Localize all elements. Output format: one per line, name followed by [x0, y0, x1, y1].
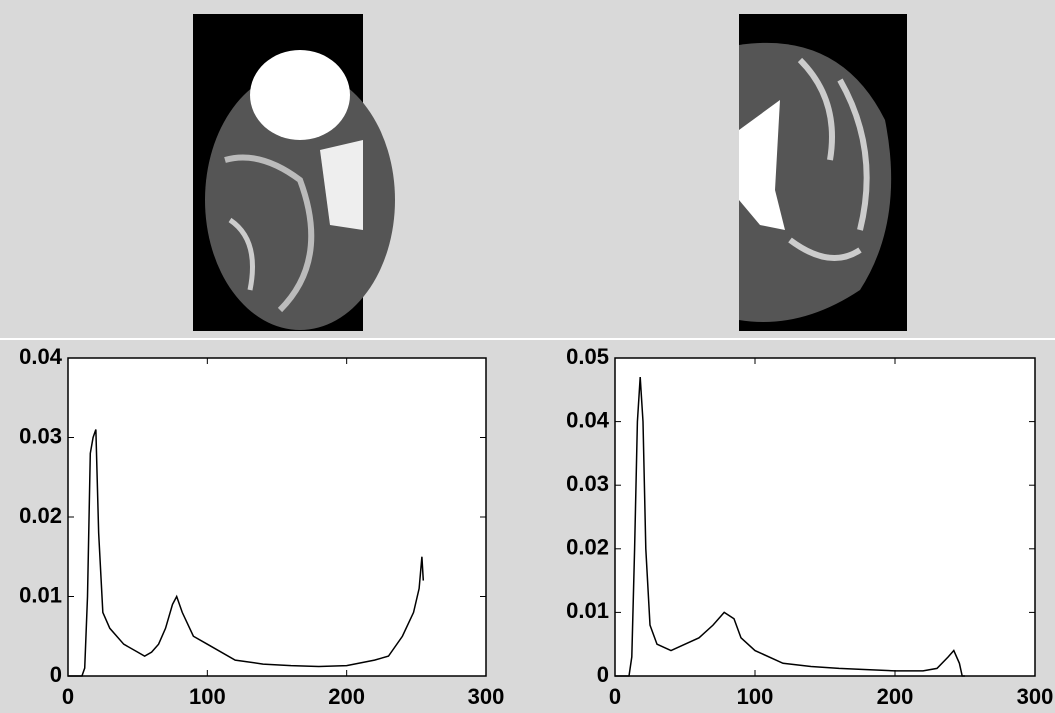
x-tick-label: 300 — [468, 684, 505, 709]
x-tick-label: 0 — [609, 684, 621, 709]
histogram-line — [68, 429, 425, 677]
y-tick-label: 0.02 — [19, 503, 62, 528]
y-tick-label: 0 — [597, 662, 609, 687]
histogram-line — [615, 377, 965, 677]
y-tick-label: 0.02 — [566, 535, 609, 560]
mri-right — [739, 14, 907, 331]
y-tick-label: 0.03 — [566, 471, 609, 496]
plot-area — [67, 357, 487, 677]
x-tick-label: 100 — [189, 684, 226, 709]
x-tick-label: 200 — [877, 684, 914, 709]
x-tick-label: 0 — [62, 684, 74, 709]
x-tick-label: 200 — [328, 684, 365, 709]
y-tick-label: 0.04 — [19, 344, 63, 369]
y-tick-label: 0.01 — [19, 582, 62, 607]
y-tick-label: 0.05 — [566, 344, 609, 369]
plot-area — [614, 357, 1036, 677]
y-tick-label: 0.03 — [19, 423, 62, 448]
y-tick-label: 0.01 — [566, 598, 609, 623]
mri-left — [193, 14, 395, 331]
y-tick-label: 0.04 — [566, 407, 610, 432]
x-tick-label: 300 — [1017, 684, 1054, 709]
y-tick-label: 0 — [50, 662, 62, 687]
x-tick-label: 100 — [737, 684, 774, 709]
